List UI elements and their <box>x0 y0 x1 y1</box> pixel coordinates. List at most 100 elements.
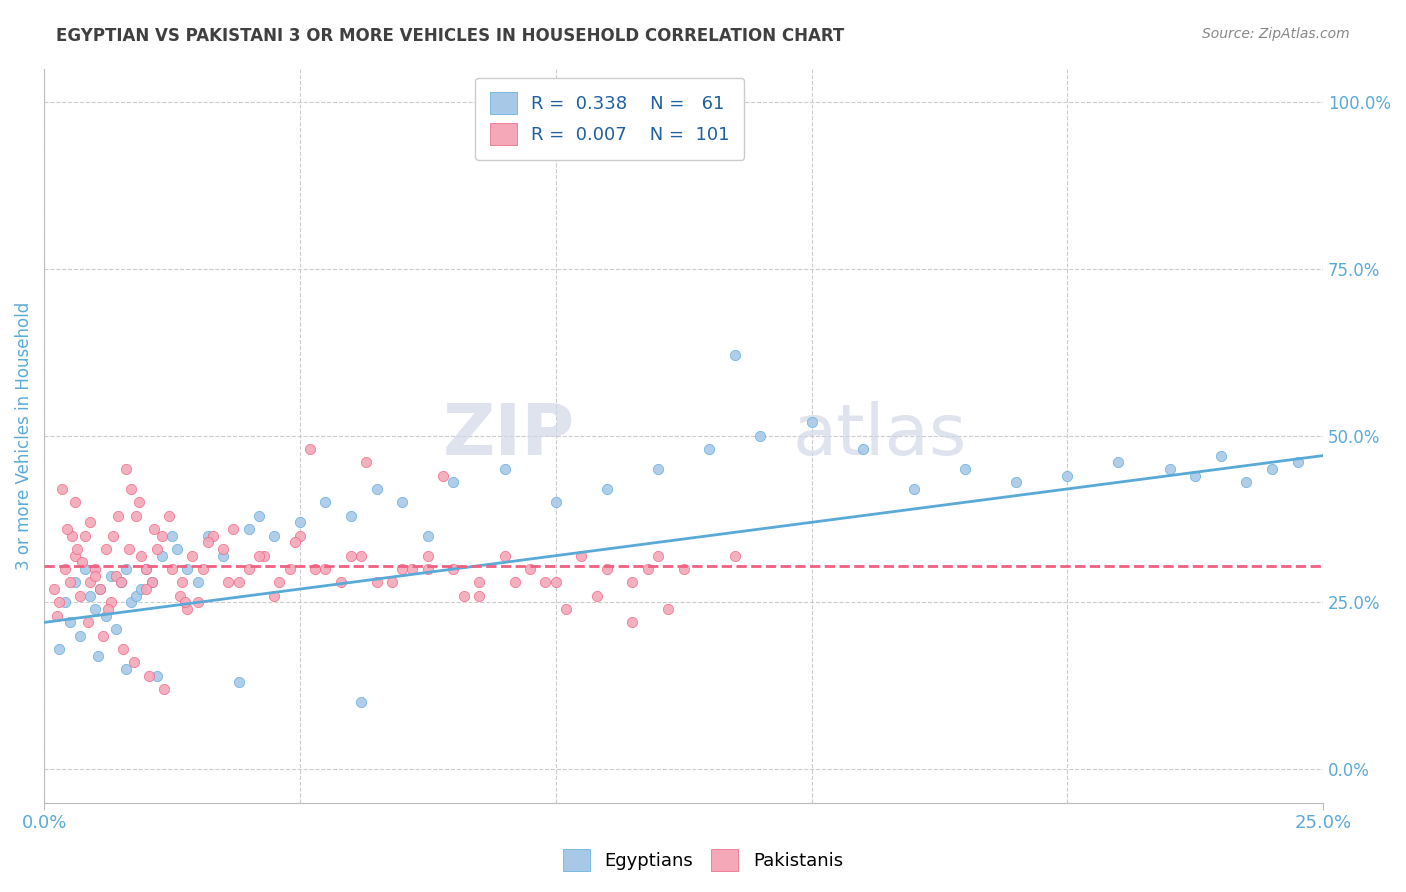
Point <box>187 595 209 609</box>
Point <box>453 589 475 603</box>
Point <box>288 516 311 530</box>
Point <box>79 589 101 603</box>
Point <box>555 602 578 616</box>
Point <box>112 642 135 657</box>
Point <box>63 549 86 563</box>
Point <box>201 529 224 543</box>
Point <box>169 589 191 603</box>
Point <box>117 541 139 556</box>
Point <box>94 608 117 623</box>
Point <box>441 562 464 576</box>
Legend: Egyptians, Pakistanis: Egyptians, Pakistanis <box>555 842 851 879</box>
Point <box>125 589 148 603</box>
Point <box>66 541 89 556</box>
Text: Source: ZipAtlas.com: Source: ZipAtlas.com <box>1202 27 1350 41</box>
Point <box>953 462 976 476</box>
Point <box>247 549 270 563</box>
Point <box>416 529 439 543</box>
Point <box>101 529 124 543</box>
Point <box>125 508 148 523</box>
Point <box>115 462 138 476</box>
Point <box>145 541 167 556</box>
Point <box>45 608 67 623</box>
Point <box>150 549 173 563</box>
Point <box>637 562 659 576</box>
Point <box>503 575 526 590</box>
Point <box>852 442 875 456</box>
Point <box>212 541 235 556</box>
Point <box>100 568 122 582</box>
Point <box>1261 462 1284 476</box>
Point <box>63 495 86 509</box>
Point <box>468 575 491 590</box>
Point <box>749 428 772 442</box>
Point <box>596 482 619 496</box>
Point <box>263 529 285 543</box>
Point <box>903 482 925 496</box>
Point <box>263 589 285 603</box>
Point <box>87 648 110 663</box>
Point <box>800 415 823 429</box>
Point <box>141 575 163 590</box>
Point <box>135 582 157 596</box>
Point <box>79 575 101 590</box>
Point <box>238 562 260 576</box>
Point <box>657 602 679 616</box>
Point <box>340 549 363 563</box>
Point <box>228 575 250 590</box>
Point <box>63 575 86 590</box>
Point <box>122 656 145 670</box>
Point <box>416 549 439 563</box>
Point <box>115 662 138 676</box>
Point <box>191 562 214 576</box>
Point <box>585 589 607 603</box>
Point <box>181 549 204 563</box>
Point <box>269 575 291 590</box>
Point <box>253 549 276 563</box>
Point <box>304 562 326 576</box>
Point <box>621 615 644 630</box>
Point <box>84 602 107 616</box>
Point <box>1056 468 1078 483</box>
Text: EGYPTIAN VS PAKISTANI 3 OR MORE VEHICLES IN HOUSEHOLD CORRELATION CHART: EGYPTIAN VS PAKISTANI 3 OR MORE VEHICLES… <box>56 27 845 45</box>
Point <box>284 535 307 549</box>
Point <box>340 508 363 523</box>
Point <box>145 669 167 683</box>
Point <box>621 575 644 590</box>
Point <box>366 482 388 496</box>
Point <box>1286 455 1309 469</box>
Point <box>104 622 127 636</box>
Point <box>724 349 747 363</box>
Point <box>350 696 373 710</box>
Point <box>89 582 111 596</box>
Point <box>176 562 198 576</box>
Point <box>647 462 669 476</box>
Point <box>432 468 454 483</box>
Point <box>173 595 195 609</box>
Point <box>329 575 352 590</box>
Point <box>84 562 107 576</box>
Point <box>1108 455 1130 469</box>
Y-axis label: 3 or more Vehicles in Household: 3 or more Vehicles in Household <box>15 301 32 570</box>
Point <box>299 442 322 456</box>
Text: ZIP: ZIP <box>443 401 575 470</box>
Point <box>48 642 70 657</box>
Point <box>366 575 388 590</box>
Point <box>56 522 79 536</box>
Point <box>217 575 239 590</box>
Point <box>1184 468 1206 483</box>
Point <box>315 562 337 576</box>
Point <box>228 675 250 690</box>
Point <box>107 508 129 523</box>
Point <box>391 562 413 576</box>
Point <box>100 595 122 609</box>
Point <box>97 602 120 616</box>
Point <box>647 549 669 563</box>
Point <box>44 582 66 596</box>
Point <box>519 562 541 576</box>
Point <box>596 562 619 576</box>
Point <box>159 508 181 523</box>
Point <box>76 615 98 630</box>
Point <box>544 575 567 590</box>
Point <box>1209 449 1232 463</box>
